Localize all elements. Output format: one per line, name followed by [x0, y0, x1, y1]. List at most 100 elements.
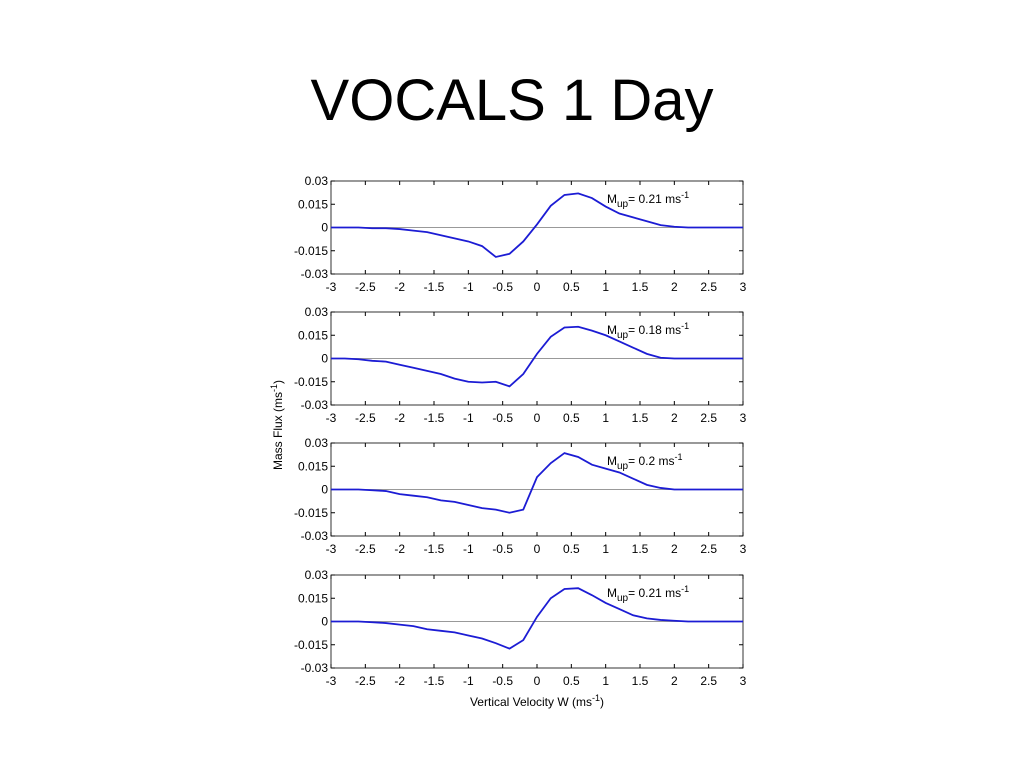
x-tick-label: 1	[602, 280, 609, 294]
x-tick-label: 3	[740, 542, 747, 556]
label-superscript: -1	[269, 384, 279, 392]
x-tick-label: 2.5	[700, 411, 717, 425]
y-tick-label: -0.03	[301, 529, 329, 543]
annotation-subscript: up	[617, 330, 629, 341]
y-tick-label: -0.03	[301, 398, 329, 412]
y-axis-label: Mass Flux (ms-1)	[269, 380, 285, 470]
annotation: Mup= 0.2 ms-1	[607, 452, 683, 472]
x-tick-label: -2.5	[355, 280, 376, 294]
annotation-superscript: -1	[681, 190, 689, 200]
x-tick-label: 2	[671, 542, 678, 556]
x-tick-label: 2	[671, 411, 678, 425]
x-tick-label: 3	[740, 674, 747, 688]
y-tick-label: 0.03	[305, 174, 329, 188]
x-tick-label: -2.5	[355, 411, 376, 425]
x-tick-label: 1	[602, 542, 609, 556]
y-tick-label: 0.015	[298, 328, 328, 342]
x-tick-label: -3	[326, 280, 337, 294]
x-axis-label: Vertical Velocity W (ms-1)	[470, 693, 604, 709]
y-tick-label: 0.015	[298, 197, 328, 211]
annotation-symbol: M	[607, 192, 617, 206]
y-tick-label: -0.03	[301, 661, 329, 675]
x-tick-label: 2.5	[700, 674, 717, 688]
x-tick-label: 0	[534, 411, 541, 425]
x-tick-label: -0.5	[492, 674, 513, 688]
x-tick-label: -2	[394, 411, 405, 425]
x-tick-label: 1.5	[632, 411, 649, 425]
x-tick-label: 1.5	[632, 280, 649, 294]
x-tick-label: 2	[671, 280, 678, 294]
x-tick-label: -3	[326, 674, 337, 688]
y-tick-label: -0.015	[294, 375, 328, 389]
x-tick-label: -1.5	[424, 674, 445, 688]
x-tick-label: 2.5	[700, 280, 717, 294]
label-suffix: )	[600, 695, 604, 709]
x-tick-label: -1	[463, 280, 474, 294]
data-line	[331, 452, 743, 514]
label-suffix: )	[271, 380, 285, 384]
x-tick-label: -0.5	[492, 411, 513, 425]
x-tick-label: -3	[326, 411, 337, 425]
annotation-superscript: -1	[681, 321, 689, 331]
annotation-subscript: up	[617, 461, 629, 472]
label-superscript: -1	[592, 693, 600, 703]
annotation-subscript: up	[617, 199, 629, 210]
label-text: Mass Flux (ms	[271, 392, 285, 470]
annotation-text: = 0.21 ms	[628, 192, 681, 206]
x-tick-label: 0.5	[563, 280, 580, 294]
data-line	[331, 192, 743, 258]
x-tick-label: -2	[394, 674, 405, 688]
x-tick-label: -1	[463, 411, 474, 425]
x-tick-label: -1	[463, 674, 474, 688]
y-tick-label: -0.015	[294, 638, 328, 652]
y-tick-label: 0.03	[305, 436, 329, 450]
annotation-superscript: -1	[674, 452, 682, 462]
data-line	[331, 587, 743, 650]
x-tick-label: -1.5	[424, 411, 445, 425]
x-tick-label: -2	[394, 542, 405, 556]
x-tick-label: 0	[534, 674, 541, 688]
y-tick-label: 0	[321, 221, 328, 235]
x-tick-label: 1	[602, 411, 609, 425]
annotation: Mup= 0.21 ms-1	[607, 584, 689, 604]
annotation-text: = 0.2 ms	[628, 454, 674, 468]
y-tick-label: -0.015	[294, 244, 328, 258]
x-tick-label: -0.5	[492, 542, 513, 556]
x-tick-label: 3	[740, 411, 747, 425]
annotation-symbol: M	[607, 323, 617, 337]
x-tick-label: -2	[394, 280, 405, 294]
data-line	[331, 325, 743, 388]
x-tick-label: 1	[602, 674, 609, 688]
annotation-subscript: up	[617, 593, 629, 604]
y-tick-label: 0	[321, 615, 328, 629]
x-tick-label: 0	[534, 542, 541, 556]
y-tick-label: 0.03	[305, 305, 329, 319]
x-tick-label: -2.5	[355, 542, 376, 556]
annotation-superscript: -1	[681, 584, 689, 594]
y-tick-label: 0.03	[305, 568, 329, 582]
x-tick-label: 0.5	[563, 411, 580, 425]
y-tick-label: 0	[321, 352, 328, 366]
y-tick-label: 0.015	[298, 459, 328, 473]
annotation: Mup= 0.18 ms-1	[607, 321, 689, 341]
x-tick-label: 2	[671, 674, 678, 688]
x-tick-label: -1.5	[424, 542, 445, 556]
annotation: Mup= 0.21 ms-1	[607, 190, 689, 210]
annotation-symbol: M	[607, 454, 617, 468]
x-tick-label: 0.5	[563, 542, 580, 556]
x-tick-label: -1	[463, 542, 474, 556]
x-tick-label: 1.5	[632, 542, 649, 556]
y-tick-label: 0	[321, 483, 328, 497]
x-tick-label: -0.5	[492, 280, 513, 294]
x-tick-label: -1.5	[424, 280, 445, 294]
x-tick-label: 0.5	[563, 674, 580, 688]
annotation-symbol: M	[607, 586, 617, 600]
y-tick-label: 0.015	[298, 591, 328, 605]
x-tick-label: -3	[326, 542, 337, 556]
label-text: Vertical Velocity W (ms	[470, 695, 592, 709]
y-tick-label: -0.03	[301, 267, 329, 281]
x-tick-label: 2.5	[700, 542, 717, 556]
slide-title: VOCALS 1 Day	[311, 68, 714, 133]
annotation-text: = 0.21 ms	[628, 586, 681, 600]
